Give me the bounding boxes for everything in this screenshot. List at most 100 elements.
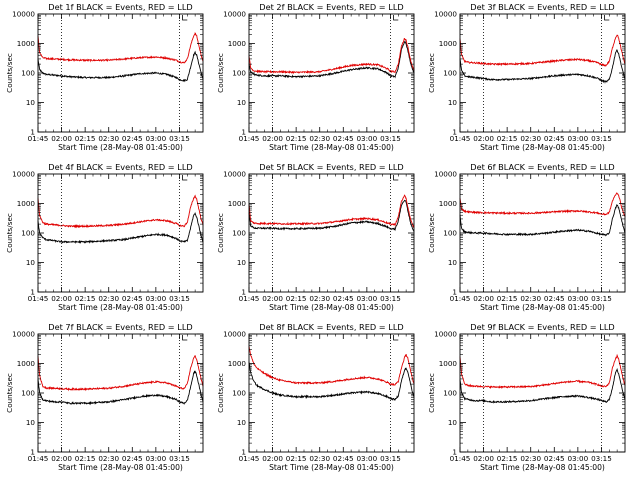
x-tick-label: 03:15 [169, 134, 190, 143]
x-tick-label: 02:30 [520, 294, 541, 303]
chart-title: Det 6f BLACK = Events, RED = LLD [470, 162, 614, 172]
y-tick-label: 1 [241, 288, 246, 297]
x-tick-label: 02:45 [333, 294, 354, 303]
x-tick-label: 02:45 [333, 454, 354, 463]
x-tick-label: 02:30 [520, 134, 541, 143]
chart-panel: Det 3f BLACK = Events, RED = LLD 1 10 100 10… [427, 2, 626, 152]
x-tick-label: 03:00 [567, 294, 588, 303]
x-axis-label: Start Time (28-May-08 01:45:00) [58, 303, 183, 312]
series-line [459, 49, 626, 84]
x-tick-label: 02:00 [262, 454, 283, 463]
y-tick-label: 100 [232, 69, 246, 78]
chart-panel: Det 9f BLACK = Events, RED = LLD 1 10 100 10… [427, 322, 626, 472]
plot-frame [37, 173, 204, 293]
x-tick-label: 02:30 [309, 294, 330, 303]
y-tick-label: 10000 [223, 10, 246, 19]
bracket-mark [604, 15, 610, 21]
bracket-mark [604, 335, 610, 341]
y-tick-label: 10 [237, 98, 247, 107]
x-tick-label: 02:30 [309, 454, 330, 463]
bracket-mark [182, 175, 188, 181]
plot-frame [37, 13, 204, 133]
series-line [459, 204, 626, 237]
y-tick-label: 1000 [17, 199, 36, 208]
x-tick-label: 02:30 [309, 134, 330, 143]
x-tick-label: 02:45 [544, 454, 565, 463]
y-tick-label: 10 [448, 418, 458, 427]
x-axis-label: Start Time (28-May-08 01:45:00) [480, 463, 605, 472]
y-tick-label: 10 [237, 418, 247, 427]
plot-frame [459, 333, 626, 453]
y-tick-label: 1000 [439, 359, 458, 368]
y-tick-label: 10000 [223, 330, 246, 339]
y-tick-label: 1000 [439, 199, 458, 208]
x-tick-label: 03:15 [169, 294, 190, 303]
x-tick-label: 03:00 [356, 294, 377, 303]
x-tick-label: 03:15 [591, 134, 612, 143]
series-line [248, 40, 415, 79]
chart-title: Det 1f BLACK = Events, RED = LLD [48, 2, 192, 12]
chart-title: Det 5f BLACK = Events, RED = LLD [259, 162, 403, 172]
x-tick-label: 03:00 [356, 454, 377, 463]
y-tick-label: 100 [21, 69, 35, 78]
y-tick-label: 1 [30, 288, 35, 297]
y-tick-label: 1000 [228, 39, 247, 48]
x-tick-label: 02:45 [333, 134, 354, 143]
x-tick-label: 02:15 [286, 294, 307, 303]
y-tick-label: 10 [26, 98, 36, 107]
y-tick-label: 1 [452, 128, 457, 137]
y-axis-label: Counts/sec [427, 213, 436, 253]
series-line [459, 353, 626, 390]
y-tick-label: 1 [452, 448, 457, 457]
y-tick-label: 1 [30, 448, 35, 457]
x-tick-label: 01:45 [239, 134, 260, 143]
series-line [459, 192, 626, 217]
y-tick-label: 10000 [434, 330, 457, 339]
chart-panel: Det 1f BLACK = Events, RED = LLD 1 10 100 10… [5, 2, 204, 152]
x-tick-label: 02:15 [286, 454, 307, 463]
series-line [37, 50, 204, 83]
series-line [459, 368, 626, 404]
x-tick-label: 03:00 [356, 134, 377, 143]
x-tick-label: 03:15 [169, 454, 190, 463]
y-tick-label: 1000 [228, 359, 247, 368]
x-tick-label: 02:30 [98, 134, 119, 143]
x-tick-label: 01:45 [450, 134, 471, 143]
y-tick-label: 100 [232, 229, 246, 238]
y-tick-label: 10000 [434, 10, 457, 19]
x-tick-label: 02:30 [98, 294, 119, 303]
bracket-mark [604, 175, 610, 181]
y-tick-label: 1000 [17, 359, 36, 368]
x-axis-label: Start Time (28-May-08 01:45:00) [269, 303, 394, 312]
x-tick-label: 02:00 [51, 294, 72, 303]
series-line [248, 361, 415, 401]
x-tick-label: 02:00 [473, 134, 494, 143]
x-tick-label: 03:00 [567, 454, 588, 463]
y-tick-label: 10 [26, 418, 36, 427]
x-tick-label: 03:00 [567, 134, 588, 143]
x-tick-label: 02:15 [75, 294, 96, 303]
x-tick-label: 03:15 [591, 294, 612, 303]
chart-panel: Det 5f BLACK = Events, RED = LLD 1 10 100 10… [216, 162, 415, 312]
series-line [37, 370, 204, 406]
chart-panel: Det 2f BLACK = Events, RED = LLD 1 10 100 10… [216, 2, 415, 152]
x-tick-label: 02:00 [473, 294, 494, 303]
y-axis-label: Counts/sec [5, 213, 14, 253]
y-tick-label: 100 [232, 389, 246, 398]
y-tick-label: 10 [448, 98, 458, 107]
series-line [37, 212, 204, 244]
x-axis-label: Start Time (28-May-08 01:45:00) [269, 463, 394, 472]
y-tick-label: 10000 [12, 170, 35, 179]
y-tick-label: 100 [21, 229, 35, 238]
y-tick-label: 1000 [17, 39, 36, 48]
chart-title: Det 8f BLACK = Events, RED = LLD [259, 322, 403, 332]
y-axis-label: Counts/sec [5, 53, 14, 93]
x-tick-label: 02:00 [262, 134, 283, 143]
chart-panel: Det 8f BLACK = Events, RED = LLD 1 10 100 10… [216, 322, 415, 472]
series-line [37, 194, 204, 229]
x-tick-label: 02:00 [262, 294, 283, 303]
x-tick-label: 03:00 [145, 294, 166, 303]
y-tick-label: 10000 [12, 10, 35, 19]
y-axis-label: Counts/sec [427, 373, 436, 413]
